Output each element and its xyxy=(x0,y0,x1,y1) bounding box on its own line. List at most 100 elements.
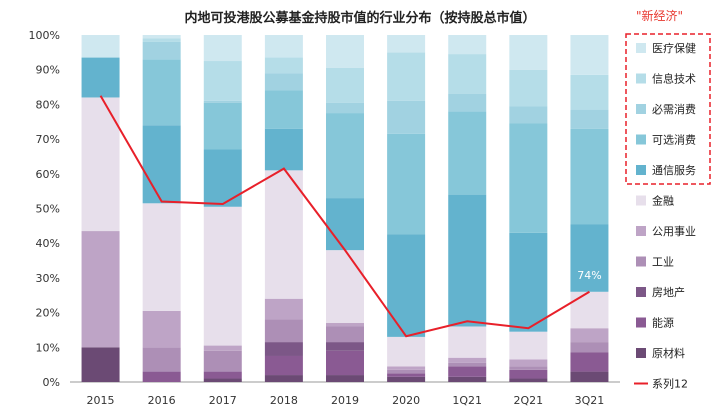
bar-segment xyxy=(264,342,303,356)
bar-segment xyxy=(326,323,364,327)
bar-segment xyxy=(142,347,181,372)
bar-segment xyxy=(264,319,303,343)
bar-segment xyxy=(264,375,303,382)
bar-segment xyxy=(570,224,609,292)
bar-segment xyxy=(387,366,426,370)
bar-segment xyxy=(448,194,487,327)
legend-label: 必需消费 xyxy=(652,102,696,116)
bar-segment xyxy=(387,234,426,337)
bar-segment xyxy=(509,106,548,124)
bar-segment xyxy=(142,35,181,39)
bar-segment xyxy=(203,102,242,150)
bar-segment xyxy=(570,352,609,372)
legend-swatch xyxy=(636,317,646,328)
x-tick-label: 3Q21 xyxy=(575,394,605,407)
bar-segment xyxy=(203,35,242,62)
y-tick-label: 10% xyxy=(36,341,60,354)
bar-segment xyxy=(387,376,426,382)
line-series: 74% xyxy=(99,95,602,338)
bar-segment xyxy=(570,328,609,343)
bar-segment xyxy=(387,373,426,377)
bar-segment xyxy=(203,206,242,346)
bar-segment xyxy=(570,74,609,110)
bar-segment xyxy=(326,113,364,199)
bar-segment xyxy=(203,371,242,379)
bar-segment xyxy=(570,35,609,75)
bar-segment xyxy=(448,111,487,195)
legend-swatch xyxy=(636,348,646,358)
bar-segment xyxy=(203,345,242,351)
bar-segment xyxy=(81,35,120,58)
bar-segment xyxy=(81,231,120,348)
bar-segment xyxy=(570,128,609,225)
bar-segment xyxy=(448,93,487,112)
bar-segment xyxy=(326,250,364,324)
bar-segment xyxy=(448,362,487,367)
bar-segment xyxy=(326,102,364,114)
bar-segment xyxy=(203,100,242,103)
legend-swatch xyxy=(636,104,646,114)
legend-swatch xyxy=(636,73,646,84)
bar-segment xyxy=(142,41,181,60)
legend-swatch xyxy=(636,43,646,53)
data-label-last: 74% xyxy=(577,269,601,282)
bar-segment xyxy=(81,57,120,98)
bar-segment xyxy=(264,298,303,320)
bar-segment xyxy=(142,59,181,126)
bar-segment xyxy=(448,366,487,377)
y-tick-label: 90% xyxy=(36,64,60,77)
x-tick-label: 2020 xyxy=(392,394,420,407)
legend-label: 医疗保健 xyxy=(652,41,696,55)
y-tick-label: 70% xyxy=(36,133,60,146)
y-tick-label: 60% xyxy=(36,168,60,181)
x-tick-label: 2016 xyxy=(148,394,176,407)
legend-swatch xyxy=(636,195,646,206)
legend-label: 金融 xyxy=(652,194,674,208)
legend-label: 系列12 xyxy=(652,377,688,391)
legend-swatch xyxy=(636,287,646,297)
y-tick-label: 30% xyxy=(36,272,60,285)
bar-segment xyxy=(570,371,609,382)
bar-segment xyxy=(509,359,548,367)
bar-segment xyxy=(448,376,487,382)
bar-segment xyxy=(448,357,487,363)
legend-label: 能源 xyxy=(652,316,674,330)
bar-segment xyxy=(326,350,364,376)
bar-segment xyxy=(264,355,303,376)
bar-segment xyxy=(142,38,181,42)
bar-segment xyxy=(142,371,181,382)
legend-swatch xyxy=(636,134,646,145)
y-tick-label: 100% xyxy=(29,29,60,42)
axes: 0% 10% 20% 30% 40% 50% 60% 70% 80% 90% 100% 2015 201… xyxy=(29,29,620,407)
bar-segment xyxy=(570,342,609,353)
bar-segment xyxy=(264,57,303,74)
bar-segment xyxy=(448,326,487,358)
x-tick-label: 2Q21 xyxy=(514,394,544,407)
bar-segment xyxy=(387,369,426,374)
y-tick-label: 80% xyxy=(36,98,60,111)
bar-segment xyxy=(264,73,303,91)
legend-label: 信息技术 xyxy=(652,72,696,86)
bar-segment xyxy=(264,170,303,299)
bar-segment xyxy=(326,198,364,251)
bar-segment xyxy=(387,35,426,53)
bar-segment xyxy=(387,133,426,235)
bar-segment xyxy=(81,97,120,232)
legend-label: 房地产 xyxy=(652,285,685,299)
bar-segment xyxy=(387,100,426,134)
bar-segment xyxy=(142,125,181,204)
new-economy-annotation: "新经济" xyxy=(636,8,683,23)
new-economy-highlight-box xyxy=(625,33,711,185)
bar-segment xyxy=(264,35,303,58)
bar-segment xyxy=(203,61,242,101)
chart-title: 内地可投港股公募基金持股市值的行业分布（按持股总市值） xyxy=(184,10,535,26)
y-tick-label: 50% xyxy=(36,203,60,216)
x-tick-label: 2015 xyxy=(87,394,115,407)
bar-segment xyxy=(326,326,364,343)
bar-segment xyxy=(264,90,303,129)
bar-segment xyxy=(142,310,181,348)
bar-segment xyxy=(326,67,364,103)
legend-label: 原材料 xyxy=(652,346,685,360)
bar-segment xyxy=(387,336,426,367)
